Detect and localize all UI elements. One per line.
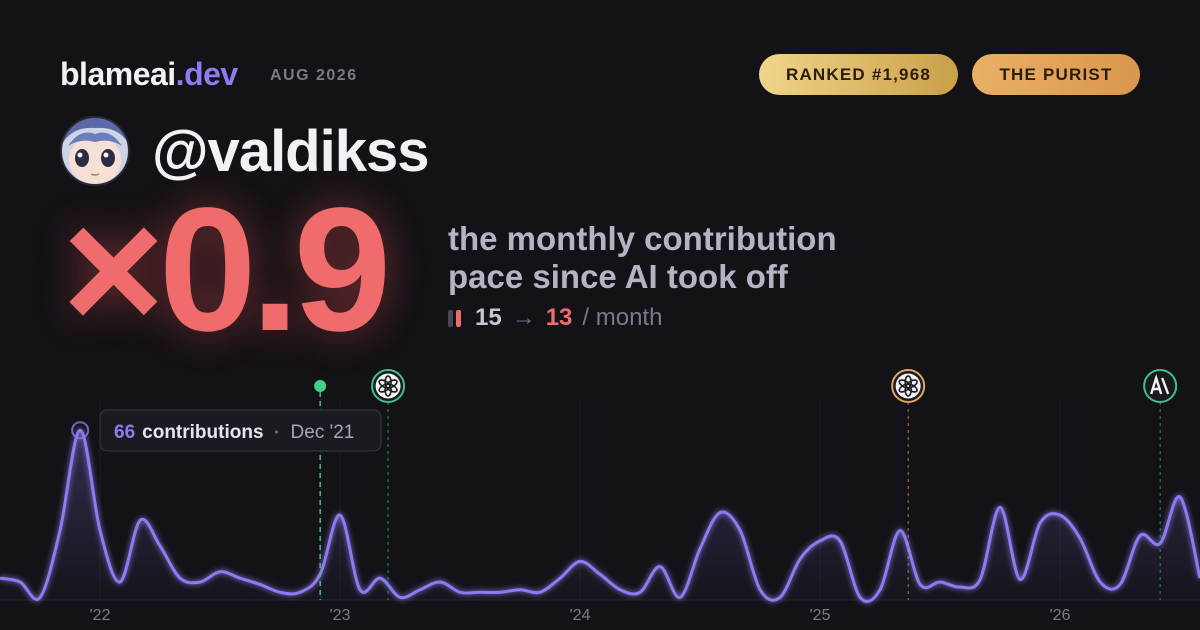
area	[0, 430, 1200, 602]
logo-petal	[378, 379, 391, 389]
hover-marker	[71, 421, 90, 440]
event-face	[895, 373, 921, 399]
avatar	[60, 116, 130, 186]
event-dot	[314, 380, 327, 392]
rank-badge: RANKED #1,968	[759, 54, 958, 95]
description: pace since AI took off	[448, 258, 788, 295]
x-tick-label: '23	[330, 607, 351, 624]
event-openai-gold	[891, 369, 926, 600]
event-face	[1147, 373, 1173, 399]
brand: blameai.dev	[60, 56, 238, 93]
pace-after: 13	[545, 304, 573, 331]
tooltip-text: 66 contributions Dec '21	[114, 422, 354, 443]
description: the monthly contribution	[448, 220, 837, 257]
anthropic-logo	[1150, 373, 1170, 395]
tooltip: 66 contributions Dec '21	[99, 409, 382, 452]
multiplier: ×0.9	[62, 172, 391, 368]
x-tick-label: '25	[810, 607, 831, 624]
pace-arrow: →	[511, 304, 536, 331]
brand-name: blameai	[60, 56, 176, 92]
event-openai	[371, 369, 406, 600]
brand-tld: .dev	[175, 56, 239, 92]
tooltip-unit: contributions	[142, 422, 263, 443]
logo-petal	[898, 379, 911, 389]
handle: @valdikss	[152, 119, 429, 184]
pace-icon	[448, 309, 461, 327]
x-tick-label: '22	[90, 607, 111, 624]
event-dot	[314, 380, 327, 600]
tooltip-value: 66	[114, 422, 135, 443]
ai-era-shade	[320, 395, 322, 600]
x-tick-label: '24	[570, 607, 591, 624]
event-anthropic	[1143, 369, 1178, 600]
pace: 15 → 13 / month	[448, 304, 662, 332]
date: AUG 2026	[270, 67, 358, 84]
line	[0, 428, 1200, 603]
event-face	[375, 373, 401, 399]
tooltip-date: Dec '21	[291, 422, 355, 443]
x-tick-label: '26	[1050, 607, 1071, 624]
tooltip-box	[99, 409, 382, 452]
pace-unit: / month	[582, 304, 663, 331]
pace-before: 15	[475, 304, 502, 331]
type-badge: THE PURIST	[972, 54, 1140, 95]
tooltip-sep	[274, 430, 279, 434]
